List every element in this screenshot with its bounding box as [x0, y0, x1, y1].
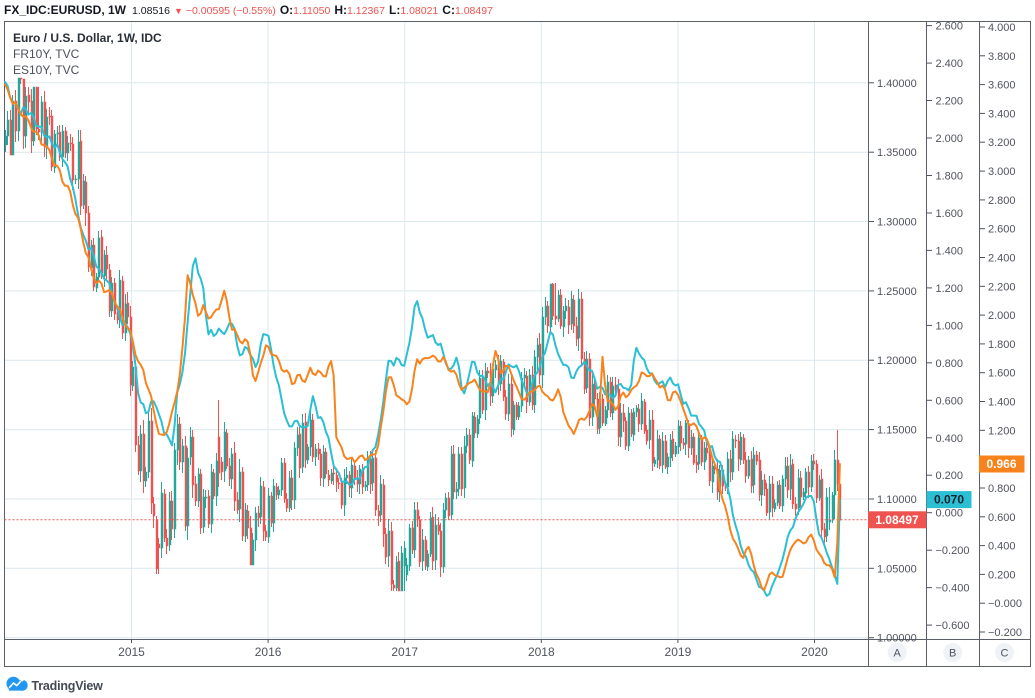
svg-text:1.400: 1.400 [936, 245, 964, 257]
svg-text:0.600: 0.600 [988, 512, 1016, 524]
svg-text:1.35000: 1.35000 [877, 147, 917, 159]
svg-text:1.600: 1.600 [936, 208, 964, 220]
svg-text:1.400: 1.400 [988, 397, 1016, 409]
svg-text:2.000: 2.000 [936, 133, 964, 145]
svg-text:0.400: 0.400 [988, 541, 1016, 553]
svg-text:1.600: 1.600 [988, 368, 1016, 380]
svg-text:−0.400: −0.400 [936, 583, 970, 595]
svg-text:0.000: 0.000 [936, 508, 964, 520]
svg-text:0.070: 0.070 [934, 493, 964, 507]
svg-text:1.800: 1.800 [988, 339, 1016, 351]
svg-text:−0.000: −0.000 [988, 598, 1022, 610]
svg-text:1.40000: 1.40000 [877, 78, 917, 90]
svg-text:2020: 2020 [801, 645, 828, 659]
svg-text:2018: 2018 [528, 645, 555, 659]
svg-text:−0.200: −0.200 [936, 545, 970, 557]
svg-text:1.800: 1.800 [936, 171, 964, 183]
svg-text:2.400: 2.400 [988, 253, 1016, 265]
svg-text:2.600: 2.600 [936, 21, 964, 33]
svg-text:1.08497: 1.08497 [875, 513, 919, 527]
svg-text:1.200: 1.200 [988, 425, 1016, 437]
svg-text:TradingView: TradingView [32, 679, 104, 693]
svg-text:2.400: 2.400 [936, 58, 964, 70]
svg-text:0.200: 0.200 [988, 569, 1016, 581]
svg-text:0.800: 0.800 [988, 483, 1016, 495]
svg-text:−0.600: −0.600 [936, 620, 970, 632]
svg-text:A: A [894, 648, 902, 660]
svg-text:C: C [1001, 648, 1009, 660]
svg-text:1.25000: 1.25000 [877, 286, 917, 298]
svg-text:2.800: 2.800 [988, 195, 1016, 207]
svg-text:4.000: 4.000 [988, 22, 1016, 34]
svg-text:3.600: 3.600 [988, 80, 1016, 92]
svg-text:0.600: 0.600 [936, 395, 964, 407]
svg-text:0.800: 0.800 [936, 358, 964, 370]
svg-text:2.000: 2.000 [988, 310, 1016, 322]
svg-text:3.400: 3.400 [988, 108, 1016, 120]
svg-text:0.200: 0.200 [936, 470, 964, 482]
svg-text:3.200: 3.200 [988, 137, 1016, 149]
svg-text:3.800: 3.800 [988, 51, 1016, 63]
svg-text:2.200: 2.200 [936, 96, 964, 108]
svg-text:1.10000: 1.10000 [877, 494, 917, 506]
svg-text:B: B [949, 648, 956, 660]
svg-text:2015: 2015 [118, 645, 145, 659]
svg-text:Euro / U.S. Dollar, 1W, IDC: Euro / U.S. Dollar, 1W, IDC [13, 31, 162, 45]
svg-text:2016: 2016 [255, 645, 282, 659]
svg-text:2017: 2017 [391, 645, 418, 659]
svg-text:2.600: 2.600 [988, 224, 1016, 236]
svg-text:FR10Y, TVC: FR10Y, TVC [13, 47, 80, 61]
svg-text:2019: 2019 [665, 645, 692, 659]
svg-text:0.400: 0.400 [936, 433, 964, 445]
svg-text:3.000: 3.000 [988, 166, 1016, 178]
svg-text:0.966: 0.966 [986, 457, 1016, 471]
svg-text:1.200: 1.200 [936, 283, 964, 295]
svg-text:2.200: 2.200 [988, 281, 1016, 293]
svg-text:−0.200: −0.200 [988, 627, 1022, 639]
svg-text:1.20000: 1.20000 [877, 355, 917, 367]
svg-text:1.00000: 1.00000 [877, 633, 917, 645]
svg-text:1.000: 1.000 [936, 320, 964, 332]
svg-text:1.30000: 1.30000 [877, 217, 917, 229]
svg-text:ES10Y, TVC: ES10Y, TVC [13, 63, 80, 77]
svg-text:1.05000: 1.05000 [877, 563, 917, 575]
svg-text:1.15000: 1.15000 [877, 425, 917, 437]
